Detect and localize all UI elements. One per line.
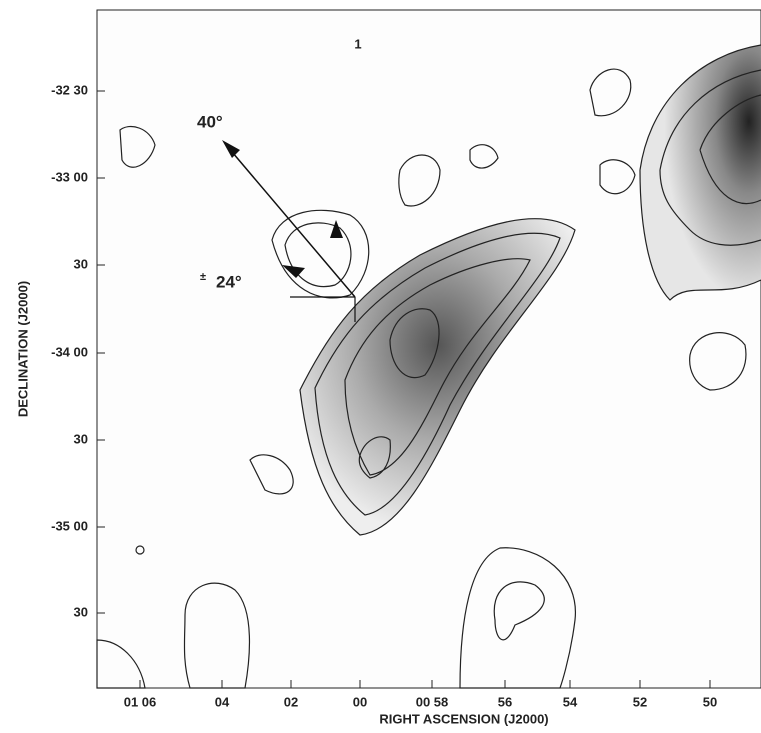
y-tick-label: -33 00	[51, 169, 88, 184]
y-tick-label: -34 00	[51, 344, 88, 359]
y-tick-label: -35 00	[51, 518, 88, 533]
x-tick-label: 52	[633, 694, 647, 709]
x-tick-label: 04	[215, 694, 230, 709]
contour	[589, 68, 632, 117]
contour	[389, 308, 440, 379]
arrow-head	[330, 220, 343, 238]
x-tick-label: 50	[703, 694, 717, 709]
contour	[398, 154, 441, 207]
source-blob	[640, 45, 761, 300]
contour	[135, 545, 145, 555]
contour	[96, 639, 146, 689]
contour	[699, 94, 761, 204]
contour	[344, 258, 531, 476]
contour	[314, 232, 561, 516]
x-tick-label: 54	[563, 694, 578, 709]
vector-line	[226, 145, 356, 298]
contour	[271, 209, 370, 299]
y-tick-label: 30	[74, 256, 88, 271]
annotations: 1 40° ± 24° RIGHT ASCENSION (J2000) DECL…	[15, 36, 548, 726]
contour	[284, 222, 352, 288]
x-tick-label: 00 58	[416, 694, 449, 709]
contour	[469, 144, 499, 169]
y-tick-label: -32 30	[51, 82, 88, 97]
contour	[183, 582, 251, 689]
arrow-head	[282, 265, 305, 278]
contour	[299, 218, 576, 536]
x-tick-label: 02	[284, 694, 298, 709]
x-axis-title: RIGHT ASCENSION (J2000)	[379, 711, 548, 726]
contour	[459, 547, 576, 689]
y-tick-label: 30	[74, 604, 88, 619]
sign-label: ±	[200, 271, 206, 283]
y-tick-label: 30	[74, 431, 88, 446]
angle-label: 24°	[216, 272, 242, 291]
x-tick-label: 01 06	[124, 694, 157, 709]
angle-label: 40°	[197, 112, 223, 131]
x-tick-label: 00	[353, 694, 367, 709]
plot-area	[96, 9, 761, 689]
contour	[689, 332, 747, 391]
contour	[358, 436, 391, 479]
contour	[119, 125, 156, 168]
contour	[249, 454, 294, 495]
contour	[493, 581, 545, 641]
contour	[639, 44, 761, 301]
source-blob	[300, 218, 575, 535]
arrow-head	[222, 140, 240, 158]
contour	[599, 159, 636, 195]
x-tick-label: 56	[498, 694, 512, 709]
panel-label: 1	[354, 36, 361, 51]
y-axis-title: DECLINATION (J2000)	[15, 281, 30, 417]
contour	[659, 69, 761, 246]
